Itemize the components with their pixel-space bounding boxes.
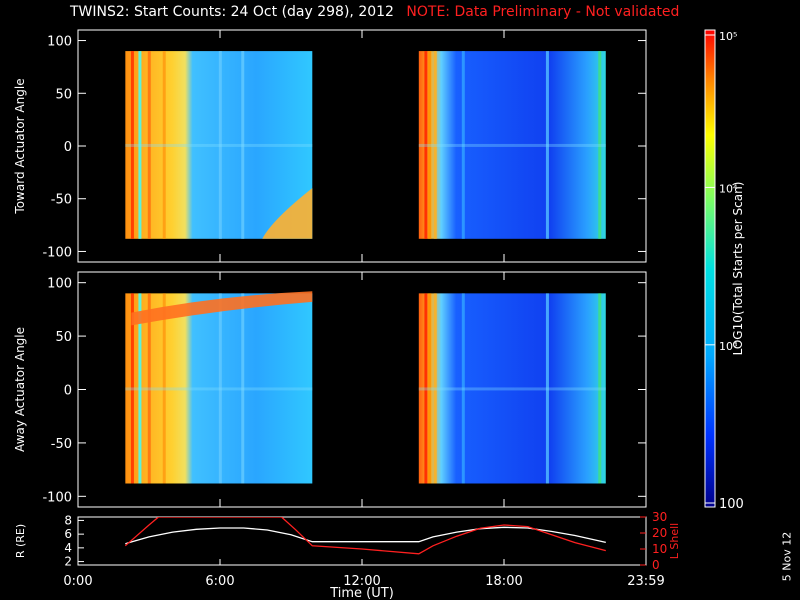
r-axis-label: R (RE): [14, 524, 27, 558]
heatmap-streak: [162, 51, 166, 239]
lshell-axis-label: L Shell: [668, 523, 681, 559]
heatmap-streak: [147, 293, 151, 484]
figure-title: TWINS2: Start Counts: 24 Oct (day 298), …: [70, 4, 679, 20]
heatmap-block: [418, 51, 606, 239]
x-tick-label: 0:00: [63, 574, 92, 589]
heatmap-streak: [130, 293, 134, 484]
x-axis-label: Time (UT): [329, 586, 394, 600]
y-tick-label: 100: [47, 277, 72, 292]
x-tick-label: 6:00: [205, 574, 234, 589]
colorbar-tick-label: 10⁴: [719, 182, 738, 195]
heatmap-equator-band: [418, 143, 606, 147]
y-tick-label: -100: [42, 490, 72, 505]
heatmap-streak: [162, 293, 166, 484]
y-tick-label: 0: [64, 140, 72, 155]
heatmap-streak: [138, 293, 142, 484]
heatmap-streak: [218, 51, 222, 239]
lshell-tick-label: 20: [652, 526, 667, 540]
colorbar-gradient: [704, 29, 716, 508]
r-tick-label: 6: [64, 527, 72, 541]
heatmap-streak: [598, 293, 602, 484]
colorbar: 10⁵ 10⁴ 10³ 100 LOG10(Total Starts per Scan): [704, 29, 745, 512]
y-axis-label: Away Actuator Angle: [13, 327, 27, 452]
preliminary-note: NOTE: Data Preliminary - Not validated: [406, 4, 680, 20]
y-tick-label: -50: [51, 437, 72, 452]
heatmap-streak: [433, 51, 437, 239]
heatmap-streak: [424, 293, 428, 484]
line-panel-frame: [77, 516, 647, 566]
y-tick-label: 0: [64, 384, 72, 399]
heatmap-streak: [424, 51, 428, 239]
x-tick-label: 23:59: [627, 574, 664, 589]
heatmap-streak: [428, 293, 432, 484]
x-tick-label: 18:00: [485, 574, 522, 589]
x-tick-label: 12:00: [343, 574, 380, 589]
colorbar-tick-label: 10³: [719, 340, 737, 353]
heatmap-streak: [147, 51, 151, 239]
lshell-tick-label: 0: [652, 558, 660, 572]
heatmap-block: [418, 293, 606, 484]
y-tick-label: -100: [42, 245, 72, 260]
y-tick-label: 50: [55, 87, 72, 102]
heatmap-streak: [130, 51, 134, 239]
lshell-tick-label: 30: [652, 510, 667, 524]
colorbar-tick-label: 100: [719, 497, 744, 512]
y-axis-label: Toward Actuator Angle: [13, 78, 27, 214]
heatmap-corner-feature: [262, 188, 313, 239]
lshell-tick-label: 10: [652, 542, 667, 556]
heatmap-arc-feature: [131, 291, 313, 326]
heatmap-equator-band: [418, 387, 606, 391]
r-series-line: [125, 526, 606, 545]
heatmap-streak: [138, 51, 142, 239]
heatmap-block: [125, 51, 313, 239]
colorbar-label: LOG10(Total Starts per Scan): [731, 182, 745, 356]
heatmap-streak: [218, 293, 222, 484]
lshell-series-line: [124, 517, 606, 555]
heatmap-layer: [78, 30, 646, 507]
y-tick-label: -50: [51, 193, 72, 208]
y-tick-label: 50: [55, 330, 72, 345]
heatmap-streak: [428, 51, 432, 239]
heatmap-streak: [461, 51, 465, 239]
r-tick-label: 4: [64, 541, 72, 555]
heatmap-streak: [433, 293, 437, 484]
heatmap-streak: [598, 51, 602, 239]
colorbar-tick-label: 10⁵: [719, 30, 737, 43]
title-text: TWINS2: Start Counts: 24 Oct (day 298), …: [70, 4, 394, 20]
heatmap-streak: [461, 293, 465, 484]
r-tick-label: 2: [64, 555, 72, 569]
heatmap-streak: [545, 51, 549, 239]
ephemeris-lines: [124, 517, 606, 555]
date-stamp: 5 Nov 12: [780, 531, 794, 582]
r-tick-label: 8: [64, 513, 72, 527]
y-tick-label: 100: [47, 35, 72, 50]
heatmap-streak: [545, 293, 549, 484]
heatmap-streak: [241, 51, 245, 239]
heatmap-streak: [241, 293, 245, 484]
heatmap-block: [125, 293, 313, 484]
heatmap-equator-band: [125, 143, 313, 147]
heatmap-equator-band: [125, 387, 313, 391]
